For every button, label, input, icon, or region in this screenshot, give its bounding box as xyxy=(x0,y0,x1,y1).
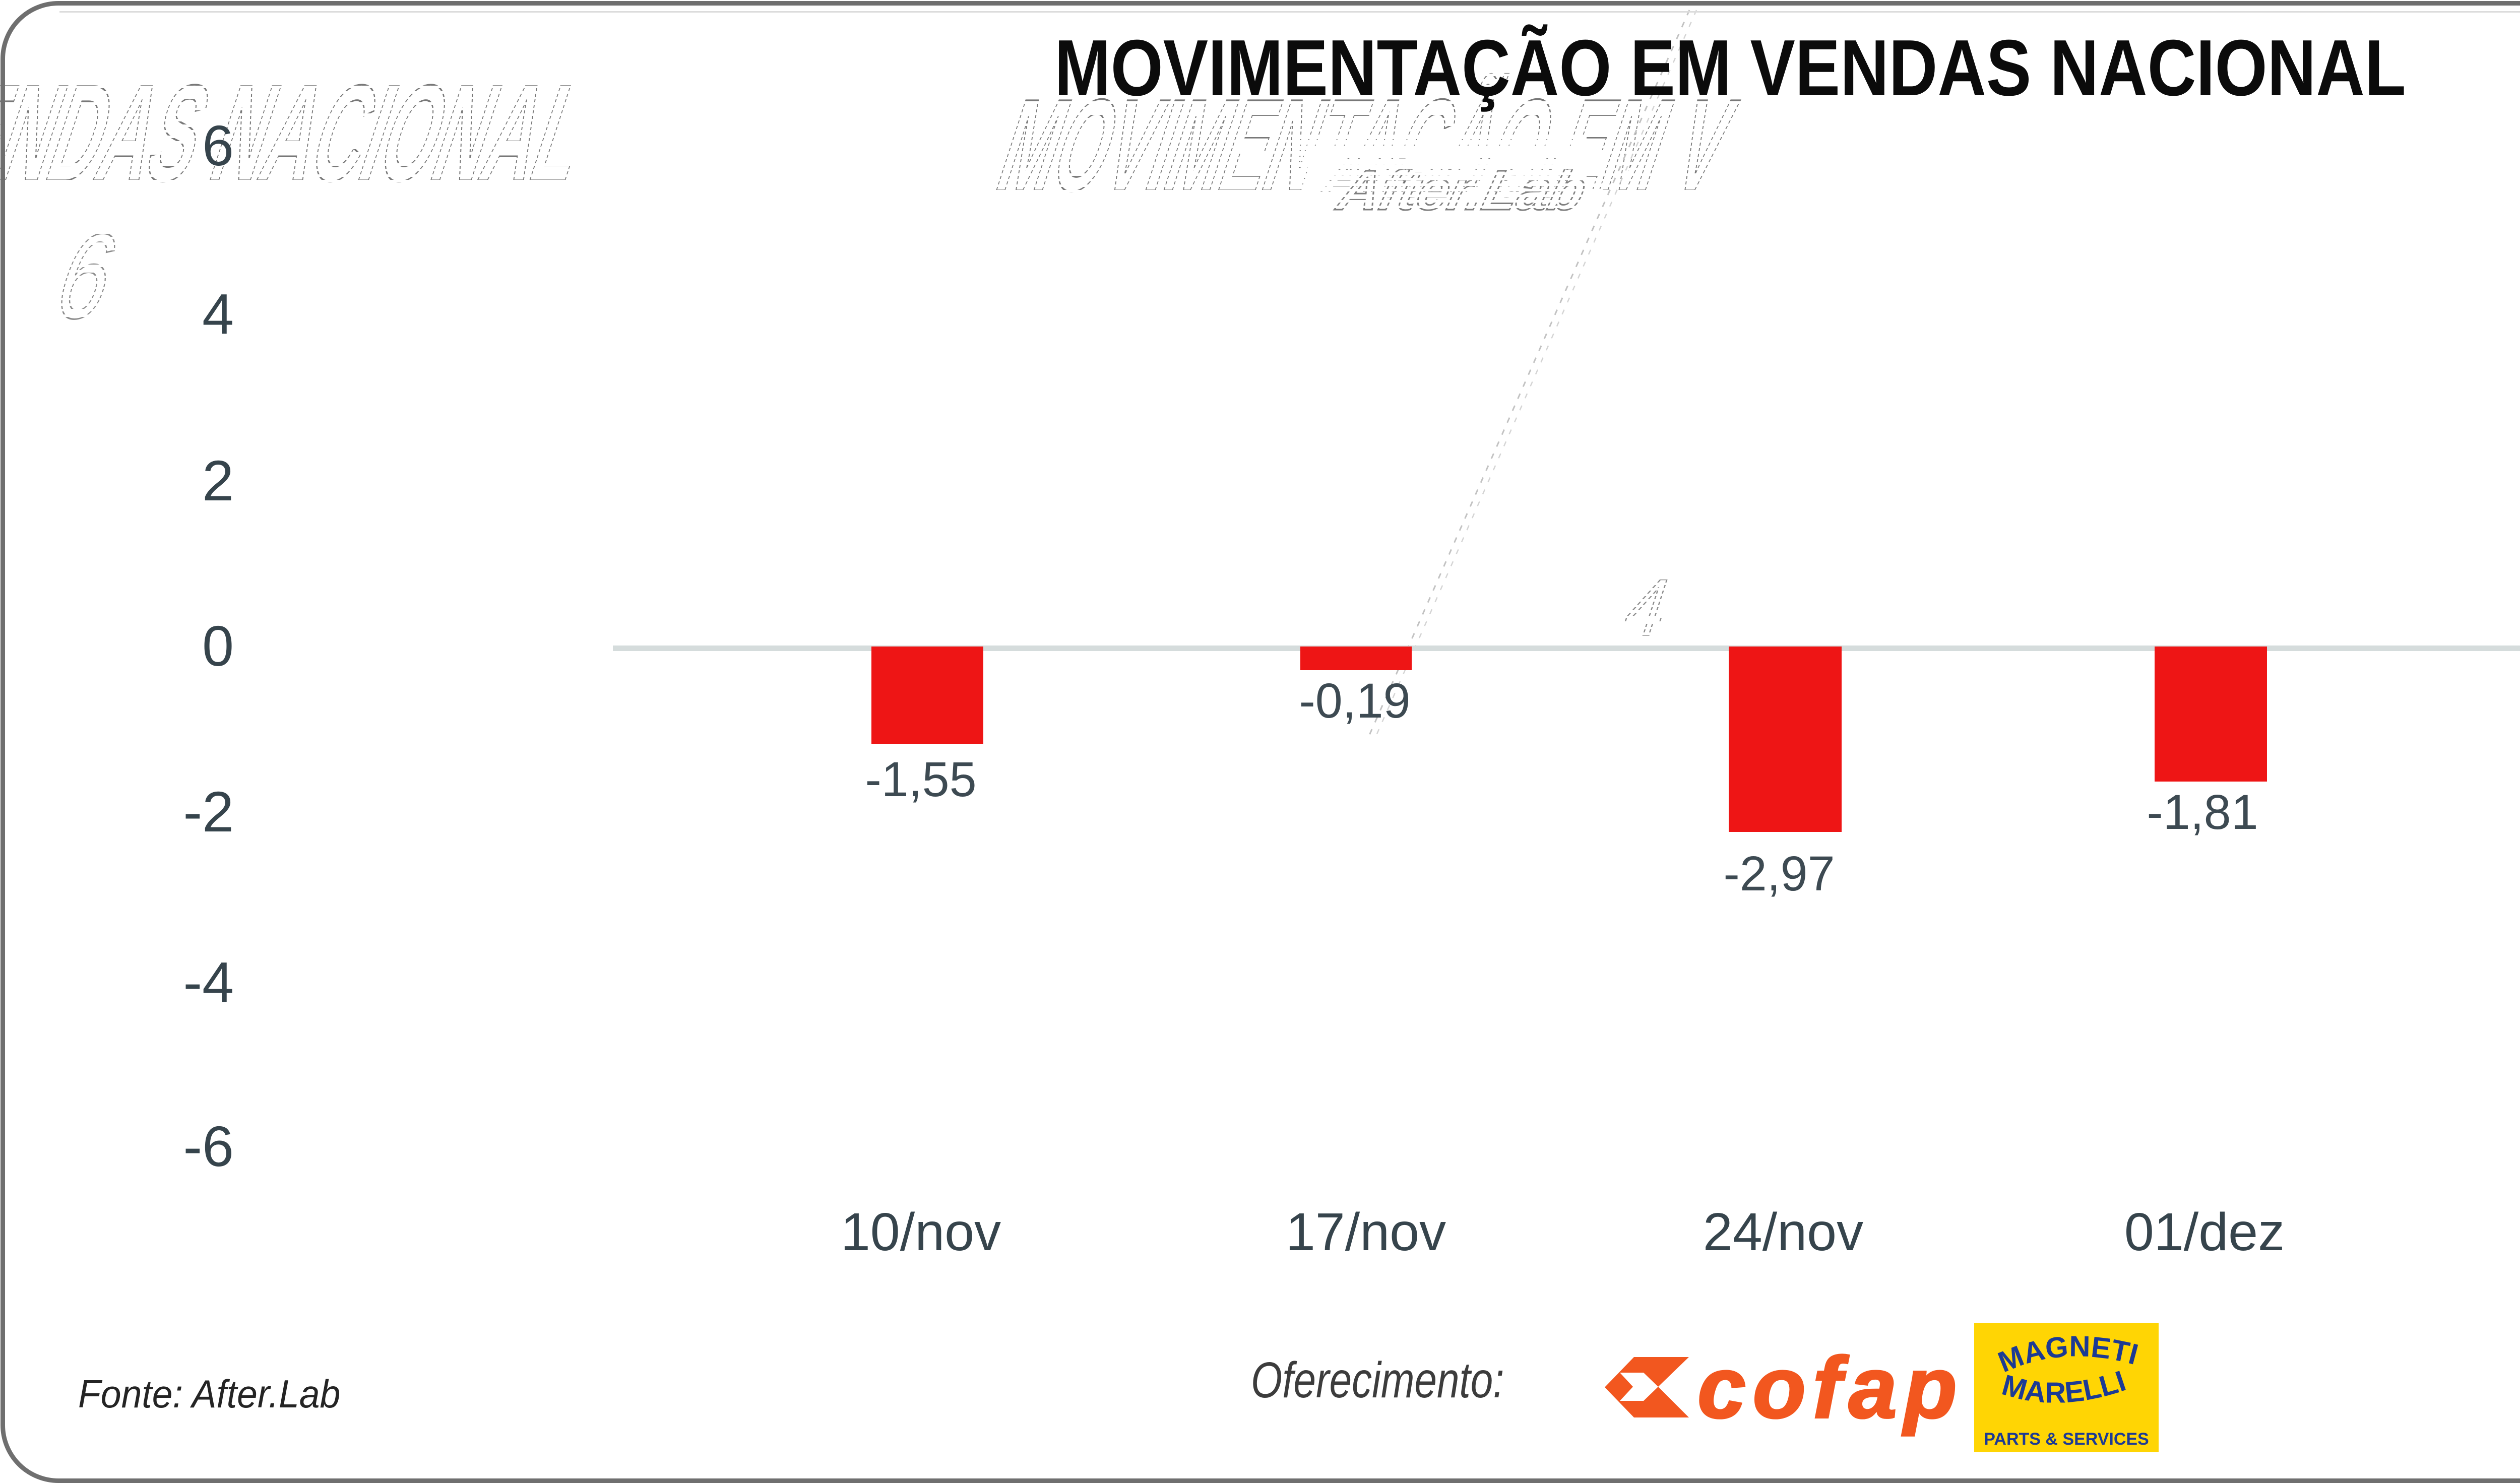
svg-text:PARTS & SERVICES: PARTS & SERVICES xyxy=(1984,1430,2149,1449)
